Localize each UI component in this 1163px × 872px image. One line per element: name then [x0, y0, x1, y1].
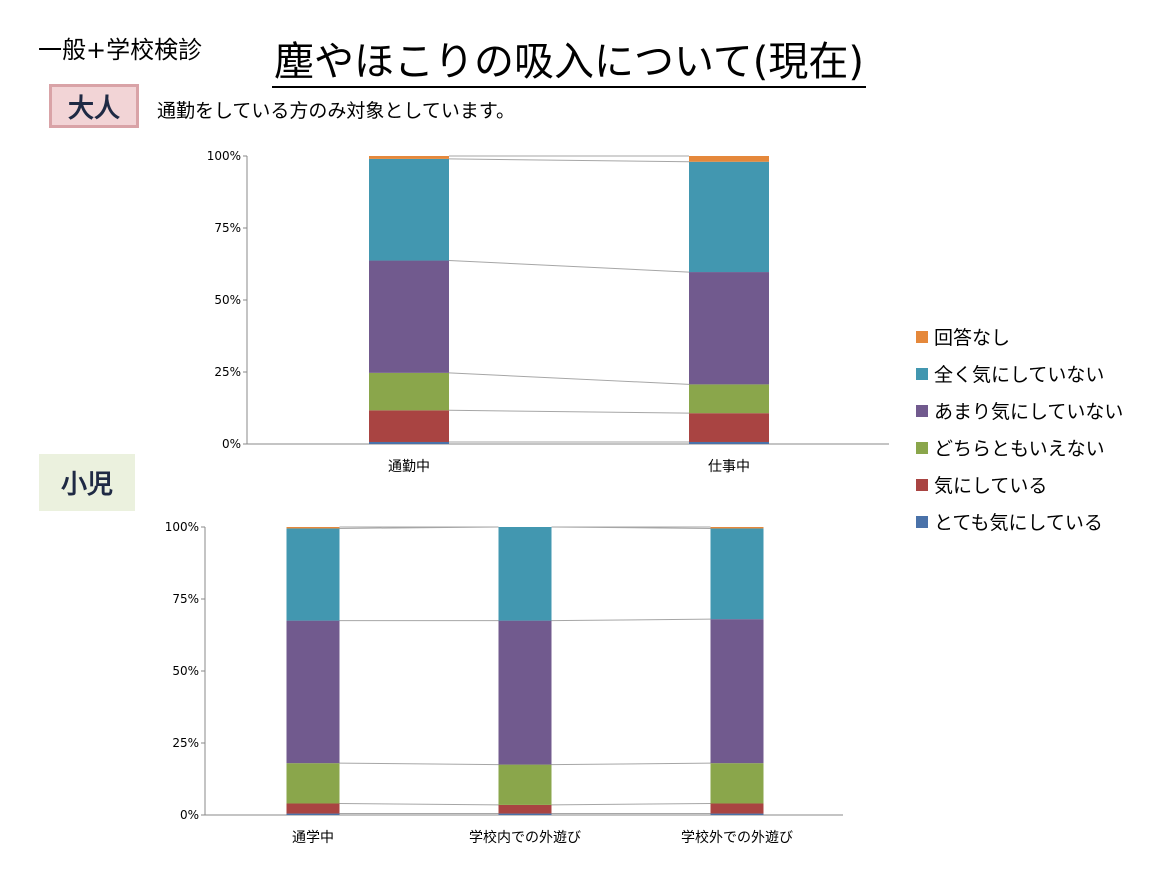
series-connector-line: [448, 158, 690, 163]
legend-label: 回答なし: [934, 327, 1011, 349]
bar-segment: [369, 156, 449, 159]
legend-swatch: [916, 330, 928, 343]
y-tick-label: 100%: [207, 149, 241, 163]
legend-swatch: [916, 515, 928, 528]
chart-legend: 回答なし全く気にしていない あまり気にしていない どちらともいえない 気にしているとて…: [916, 318, 1123, 540]
bar-segment: [689, 156, 769, 162]
y-tick-label: 0%: [180, 808, 199, 822]
bar-segment: [710, 528, 764, 620]
page-title: 塵やほこりの吸入について(現在): [272, 38, 867, 88]
legend-item: 全く気にしていない: [916, 355, 1123, 392]
bar-segment: [286, 527, 340, 529]
y-tick-label: 25%: [172, 736, 199, 750]
legend-swatch: [916, 367, 928, 380]
bar-segment: [689, 272, 769, 385]
bar-segment: [286, 528, 340, 621]
bar-segment: [689, 161, 769, 273]
series-connector-line: [339, 802, 499, 806]
child-badge-label: 小児: [60, 470, 113, 500]
adult-badge: 大人: [49, 84, 139, 128]
series-connector-line: [448, 260, 690, 273]
bar-segment: [498, 527, 552, 621]
legend-label: とても気にしている: [934, 512, 1103, 534]
bar-segment: [498, 813, 552, 815]
legend-label: 全く気にしていない: [934, 364, 1105, 386]
series-connector-line: [551, 802, 711, 806]
category-label: 通学中: [292, 830, 334, 846]
y-tick-label: 50%: [172, 664, 199, 678]
series-connector-line: [339, 762, 499, 766]
legend-label: あまり気にしていない: [934, 401, 1124, 423]
adult-note: 通勤をしている方のみ対象としています。: [157, 100, 515, 122]
series-connector-line: [448, 409, 690, 414]
bar-segment: [286, 803, 340, 814]
series-connector-line: [551, 762, 711, 766]
series-connector-line: [448, 372, 690, 385]
category-label: 仕事中: [708, 459, 750, 475]
child-badge: 小児: [39, 454, 135, 511]
category-label: 学校外での外遊び: [681, 829, 793, 846]
legend-item: あまり気にしていない: [916, 392, 1123, 429]
bar-segment: [689, 413, 769, 442]
bar-segment: [710, 803, 764, 814]
category-label: 通勤中: [388, 459, 430, 475]
bar-segment: [286, 813, 340, 815]
legend-swatch: [916, 441, 928, 454]
bar-segment: [286, 763, 340, 804]
bar-segment: [498, 764, 552, 805]
bar-segment: [369, 260, 449, 373]
bar-segment: [369, 158, 449, 261]
bar-segment: [689, 441, 769, 444]
bar-segment: [369, 410, 449, 442]
bar-segment: [498, 804, 552, 814]
subtitle: 一般+学校検診: [38, 36, 203, 64]
legend-swatch: [916, 478, 928, 491]
legend-item: どちらともいえない: [916, 429, 1123, 466]
bar-segment: [286, 620, 340, 764]
y-tick-label: 50%: [214, 293, 241, 307]
legend-item: 気にしている: [916, 466, 1123, 503]
adult-badge-label: 大人: [67, 93, 120, 124]
legend-label: 気にしている: [934, 475, 1048, 497]
bar-segment: [369, 372, 449, 411]
bar-segment: [689, 384, 769, 414]
bar-segment: [710, 813, 764, 815]
y-tick-label: 75%: [172, 592, 199, 606]
legend-item: とても気にしている: [916, 503, 1123, 540]
category-label: 学校内での外遊び: [469, 829, 581, 846]
y-tick-label: 25%: [214, 365, 241, 379]
y-tick-label: 75%: [214, 221, 241, 235]
bar-segment: [710, 527, 764, 529]
bar-segment: [710, 763, 764, 804]
legend-swatch: [916, 404, 928, 417]
legend-item: 回答なし: [916, 318, 1123, 355]
bar-segment: [498, 620, 552, 765]
legend-label: どちらともいえない: [934, 438, 1105, 460]
bar-segment: [369, 441, 449, 444]
y-tick-label: 0%: [222, 437, 241, 451]
bar-segment: [710, 619, 764, 764]
series-connector-line: [551, 618, 711, 622]
y-tick-label: 100%: [165, 520, 199, 534]
